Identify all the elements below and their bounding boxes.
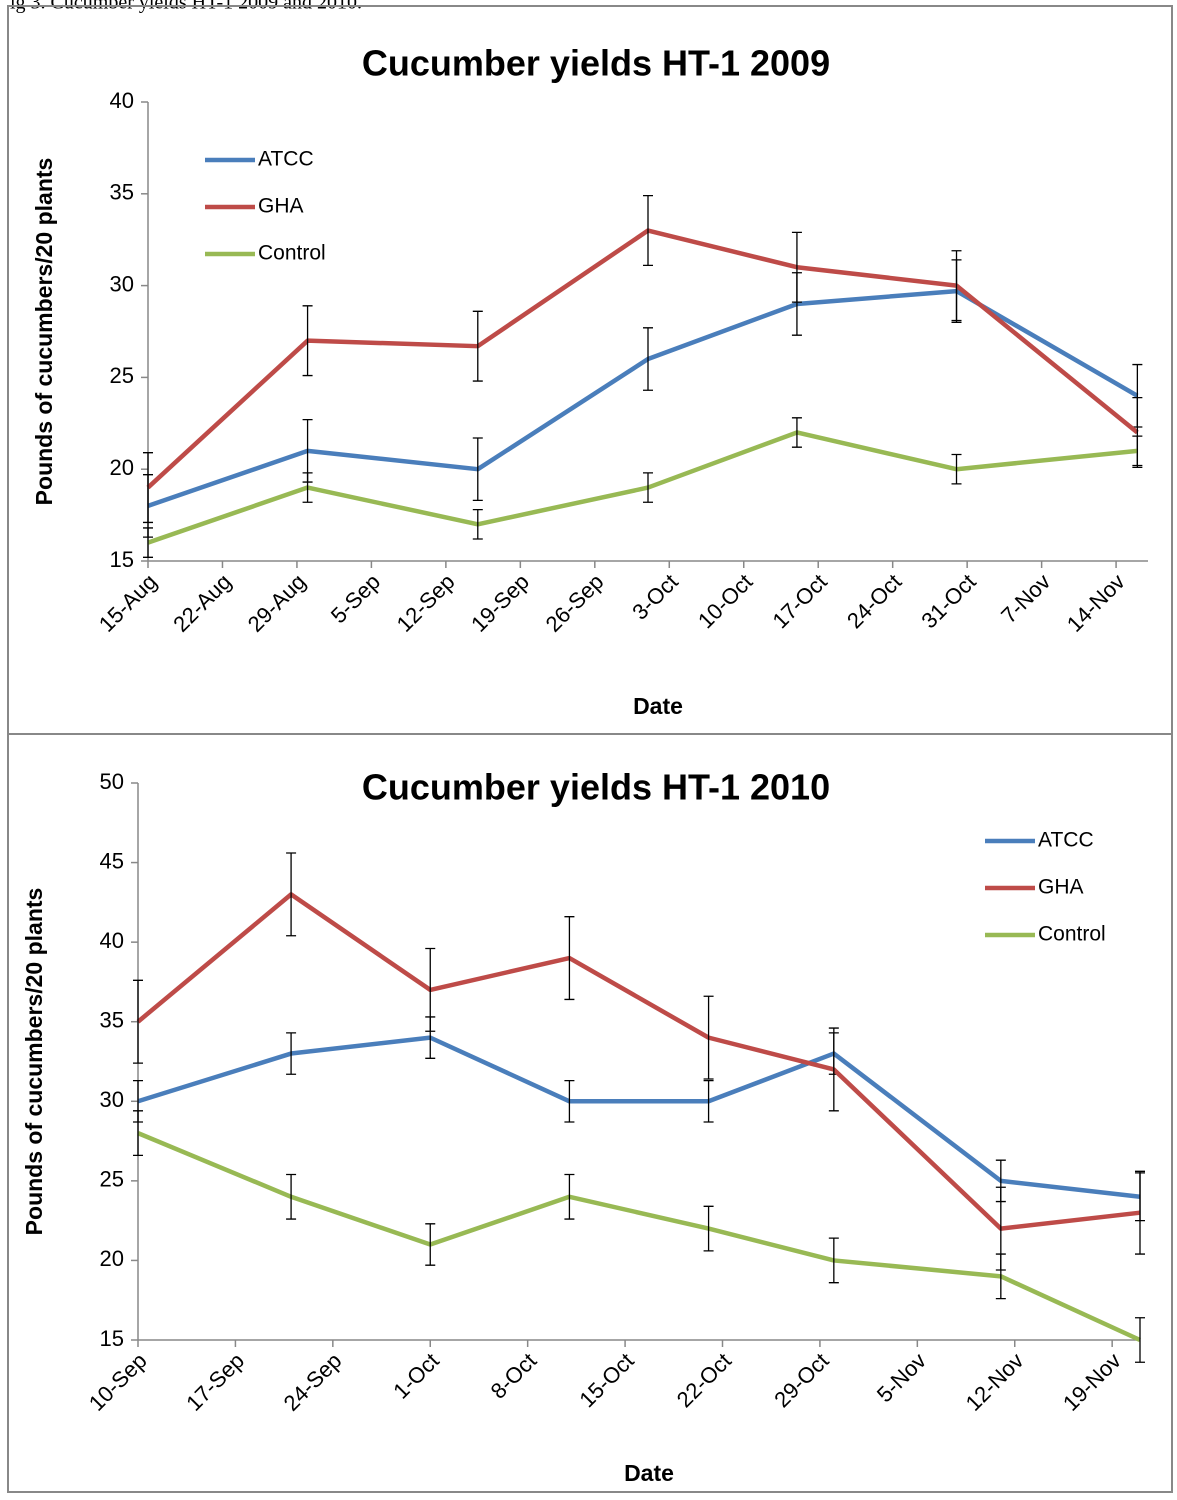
legend-label: ATCC [1038,829,1094,852]
x-tick-label: 24-Oct [842,569,906,633]
x-axis-title: Date [624,1460,674,1486]
x-tick-label: 26-Sep [541,569,609,637]
x-tick-label: 12-Sep [392,569,460,637]
x-tick-label: 5-Nov [872,1348,931,1407]
chart-title: Cucumber yields HT-1 2009 [362,43,830,84]
series-line [136,892,1141,1231]
error-bar [1135,1170,1145,1255]
x-tick-label: 15-Aug [94,569,162,637]
error-bar [286,852,297,937]
legend-label: GHA [258,195,304,218]
y-tick-label: 35 [110,180,134,205]
series-line [147,430,1138,545]
legend-label: Control [258,242,326,265]
x-tick-label: 1-Oct [388,1348,444,1404]
error-bar [791,417,802,448]
y-tick-label: 25 [110,363,134,388]
error-bar [302,472,313,503]
error-bar [564,916,575,1001]
x-tick-label: 10-Sep [84,1348,152,1416]
series-line [137,1035,1141,1200]
error-bar [995,1253,1006,1300]
x-tick-label: 17-Oct [767,569,831,633]
error-bar [703,1205,714,1252]
x-tick-label: 29-Oct [769,1348,833,1412]
y-tick-label: 50 [100,769,124,794]
x-tick-label: 19-Sep [466,569,534,637]
series-line [146,228,1139,490]
y-tick-label: 35 [100,1008,124,1033]
chart-title: Cucumber yields HT-1 2010 [362,767,830,808]
y-tick-label: 25 [100,1167,124,1192]
x-tick-label: 19-Nov [1058,1348,1126,1416]
y-tick-label: 30 [100,1087,124,1112]
error-bar [951,453,962,485]
x-tick-label: 15-Oct [574,1348,638,1412]
x-tick-label: 17-Sep [181,1348,249,1416]
error-bar [828,1237,839,1284]
x-tick-label: 5-Sep [326,569,385,628]
error-bar [302,305,313,377]
error-bar [564,1173,575,1220]
y-tick-label: 15 [100,1326,124,1351]
legend-label: GHA [1038,876,1084,899]
error-bar [791,231,802,303]
y-axis-title: Pounds of cucumbers/20 plants [21,888,47,1236]
y-tick-label: 40 [110,88,134,113]
error-bar [643,472,653,503]
error-bar [472,310,483,382]
error-bar [133,1110,143,1157]
error-bar [1135,1317,1145,1363]
legend-label: Control [1038,923,1106,946]
y-tick-label: 20 [100,1246,124,1271]
y-axis-title: Pounds of cucumbers/20 plants [31,158,57,506]
x-tick-label: 22-Oct [672,1348,736,1412]
x-tick-label: 29-Aug [243,569,311,637]
error-bar [564,1079,575,1123]
error-bar [643,194,653,267]
error-bar [472,437,483,502]
x-tick-label: 8-Oct [486,1348,542,1404]
x-tick-label: 31-Oct [916,569,980,633]
legend-label: ATCC [258,148,314,171]
panel-frame [7,733,1173,1493]
y-tick-label: 45 [100,848,124,873]
error-bar [286,1173,297,1220]
series-line [137,1131,1141,1343]
x-tick-label: 22-Aug [168,569,236,637]
error-bar [951,250,962,322]
error-bar [472,508,483,540]
y-tick-label: 15 [110,547,134,572]
error-bar [425,1223,436,1266]
x-tick-label: 3-Oct [627,569,683,625]
x-tick-label: 7-Nov [996,569,1055,628]
x-tick-label: 14-Nov [1062,569,1130,637]
error-bar [703,1079,714,1123]
x-axis-title: Date [633,693,683,719]
error-bar [425,947,436,1032]
y-tick-label: 20 [110,455,134,480]
error-bar [133,979,143,1064]
error-bar [143,527,153,558]
error-bar [828,1027,839,1112]
series-line [147,288,1139,509]
error-bar [703,995,714,1080]
error-bar [143,452,153,524]
error-bar [1132,435,1143,467]
y-tick-label: 30 [110,271,134,296]
error-bar [286,1032,297,1075]
x-tick-label: 10-Oct [693,569,757,633]
error-bar [643,327,653,391]
x-tick-label: 12-Nov [961,1348,1029,1416]
y-tick-label: 40 [100,928,124,953]
x-tick-label: 24-Sep [279,1348,347,1416]
